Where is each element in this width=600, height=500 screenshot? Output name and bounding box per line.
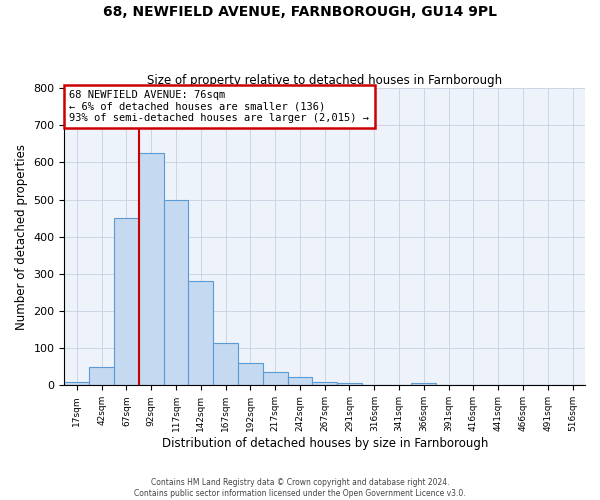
Bar: [263, 372, 287, 386]
Bar: [238, 363, 263, 386]
Text: Contains HM Land Registry data © Crown copyright and database right 2024.
Contai: Contains HM Land Registry data © Crown c…: [134, 478, 466, 498]
Bar: [164, 200, 188, 386]
Text: 68 NEWFIELD AVENUE: 76sqm
← 6% of detached houses are smaller (136)
93% of semi-: 68 NEWFIELD AVENUE: 76sqm ← 6% of detach…: [70, 90, 370, 123]
Bar: [337, 382, 362, 386]
Bar: [412, 382, 436, 386]
Text: 68, NEWFIELD AVENUE, FARNBOROUGH, GU14 9PL: 68, NEWFIELD AVENUE, FARNBOROUGH, GU14 9…: [103, 5, 497, 19]
Bar: [213, 342, 238, 386]
Bar: [313, 382, 337, 386]
X-axis label: Distribution of detached houses by size in Farnborough: Distribution of detached houses by size …: [161, 437, 488, 450]
Bar: [188, 282, 213, 386]
Bar: [64, 382, 89, 386]
Bar: [287, 377, 313, 386]
Bar: [139, 153, 164, 386]
Bar: [114, 218, 139, 386]
Title: Size of property relative to detached houses in Farnborough: Size of property relative to detached ho…: [147, 74, 502, 87]
Bar: [89, 367, 114, 386]
Y-axis label: Number of detached properties: Number of detached properties: [15, 144, 28, 330]
